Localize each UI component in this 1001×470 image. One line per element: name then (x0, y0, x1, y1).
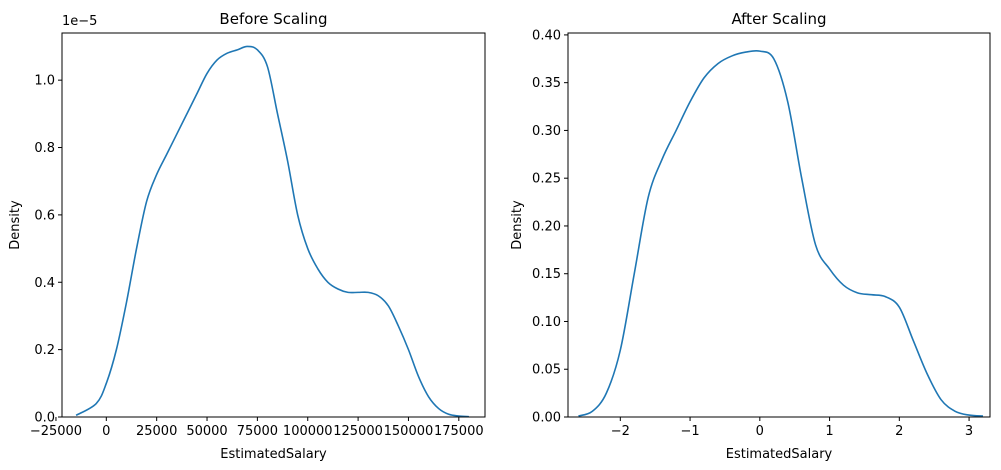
y-tick-label: 0.8 (34, 141, 55, 156)
y-tick-label: 0.00 (532, 411, 561, 426)
x-tick-label: 125000 (333, 424, 383, 439)
y-tick-label: 0.30 (532, 124, 561, 139)
y-tick-label: 0.4 (34, 276, 55, 291)
density-curve (75, 45, 469, 418)
x-axis-label: EstimatedSalary (220, 447, 327, 462)
x-tick-label: 25000 (136, 424, 177, 439)
y-tick-label: 0.40 (532, 28, 561, 43)
plot-frame (567, 32, 991, 418)
x-tick-label: −1 (680, 424, 699, 439)
x-tick-label: 2 (895, 424, 903, 439)
x-tick-label: 75000 (237, 424, 278, 439)
x-tick-label: 1 (825, 424, 833, 439)
chart-after-scaling: −2 −1 0 1 2 3 0.00 0.05 0.10 0.15 0.20 0.25 0.30 0.35… (510, 10, 991, 462)
x-tick-label: 150000 (384, 424, 434, 439)
x-tick-label: 100000 (283, 424, 333, 439)
x-tick-label: 0 (756, 424, 764, 439)
y-tick-label: 0.15 (532, 267, 561, 282)
y-tick-label: 0.25 (532, 172, 561, 187)
chart-before-scaling: −25000 0 25000 50000 75000 100000 125000 150000… (8, 10, 486, 462)
x-axis-label: EstimatedSalary (726, 447, 833, 462)
y-tick-label: 0.20 (532, 219, 561, 234)
chart-title: Before Scaling (219, 10, 327, 28)
x-tick-label: 3 (965, 424, 973, 439)
y-tick-label: 0.35 (532, 76, 561, 91)
chart-title: After Scaling (731, 10, 826, 28)
y-axis-label: Density (8, 200, 23, 250)
plot-frame (61, 32, 486, 418)
y-tick-label: 0.6 (34, 208, 55, 223)
y-offset-label: 1e−5 (62, 14, 97, 29)
x-tick-label: 175000 (434, 424, 484, 439)
y-tick-label: 0.05 (532, 363, 561, 378)
y-tick-label: 0.0 (34, 411, 55, 426)
x-tick-label: 50000 (186, 424, 227, 439)
x-tick-label: −25000 (30, 424, 82, 439)
y-tick-label: 1.0 (34, 74, 55, 89)
y-tick-label: 0.2 (34, 343, 55, 358)
x-tick-label: −2 (611, 424, 630, 439)
y-tick-label: 0.10 (532, 315, 561, 330)
x-tick-label: 0 (102, 424, 110, 439)
y-axis-label: Density (510, 200, 525, 250)
density-curve (578, 49, 984, 417)
